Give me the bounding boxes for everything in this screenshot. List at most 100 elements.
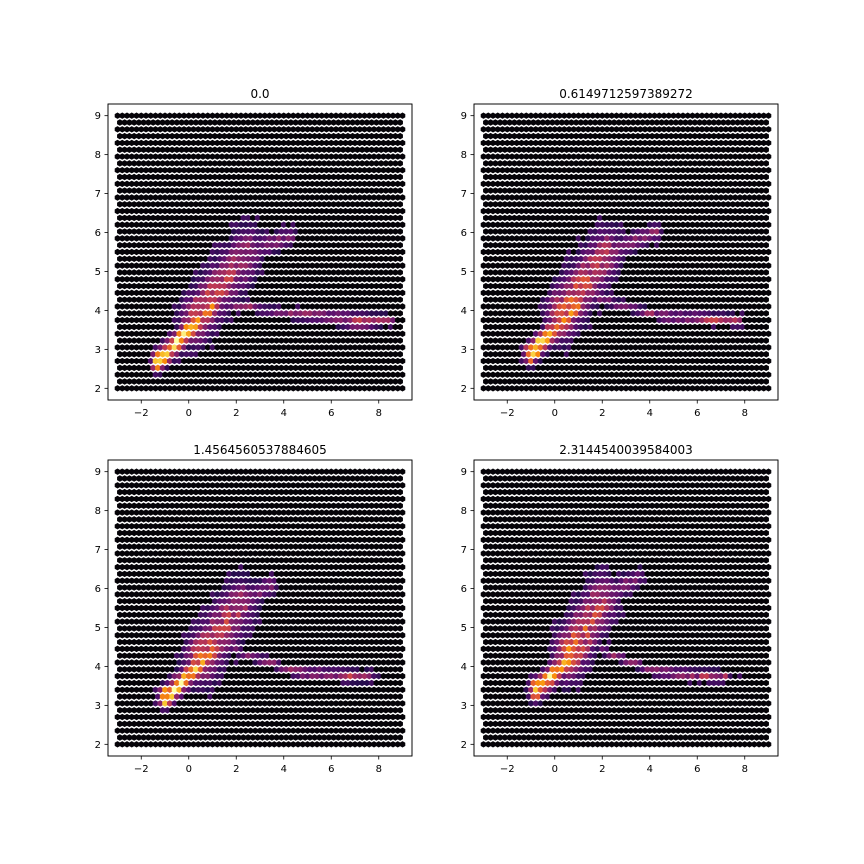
hexbin-cell bbox=[209, 248, 216, 256]
hexbin-cell bbox=[314, 303, 320, 310]
hexbin-cell bbox=[261, 303, 268, 310]
hexbin-cell bbox=[117, 378, 123, 385]
hexbin-cell bbox=[587, 201, 594, 208]
hexbin-cell bbox=[235, 282, 242, 290]
hexbin-cell bbox=[136, 269, 142, 276]
hexbin-cell bbox=[675, 194, 682, 201]
hexbin-cell bbox=[746, 139, 753, 147]
hexbin-cell bbox=[737, 153, 743, 160]
hexbin-cell bbox=[589, 303, 596, 310]
hexbin-cell bbox=[749, 160, 755, 167]
hexbin-cell bbox=[646, 248, 653, 256]
hexbin-cell bbox=[181, 371, 187, 378]
hexbin-cell bbox=[271, 316, 278, 324]
hexbin-cell bbox=[368, 269, 375, 276]
hexbin-cell bbox=[627, 207, 634, 215]
hexbin-cell bbox=[585, 180, 591, 188]
hexbin-cell bbox=[340, 241, 346, 249]
hexbin-cell bbox=[608, 126, 615, 133]
hexbin-cell bbox=[763, 214, 769, 222]
hexbin-cell bbox=[521, 255, 527, 263]
hexbin-cell bbox=[651, 180, 658, 188]
hexbin-cell bbox=[718, 344, 724, 351]
hexbin-cell bbox=[209, 112, 216, 119]
hexbin-cell bbox=[200, 385, 206, 392]
hexbin-cell bbox=[599, 316, 606, 324]
hexbin-cell bbox=[646, 289, 653, 297]
hexbin-cell bbox=[128, 385, 135, 392]
hexbin-cell bbox=[235, 132, 242, 140]
hexbin-cell bbox=[601, 351, 608, 358]
hexbin-cell bbox=[176, 289, 183, 297]
hexbin-cell bbox=[166, 371, 173, 378]
hexbin-cell bbox=[228, 207, 235, 215]
hexbin-cell bbox=[221, 351, 228, 358]
hexbin-cell bbox=[188, 119, 194, 126]
hexbin-cell bbox=[606, 296, 613, 303]
hexbin-cell bbox=[133, 126, 140, 133]
hexbin-cell bbox=[578, 228, 584, 235]
hexbin-cell bbox=[530, 255, 537, 263]
hexbin-cell bbox=[661, 289, 667, 297]
hexbin-cell bbox=[613, 126, 620, 133]
hexbin-cell bbox=[347, 235, 354, 242]
hexbin-cell bbox=[573, 364, 579, 372]
hexbin-cell bbox=[373, 269, 380, 276]
hexbin-cell bbox=[637, 126, 644, 133]
hexbin-cell bbox=[559, 310, 565, 317]
hexbin-cell bbox=[288, 323, 294, 331]
hexbin-cell bbox=[390, 221, 396, 228]
hexbin-cell bbox=[133, 235, 140, 242]
hexbin-cell bbox=[684, 371, 691, 378]
hexbin-cell bbox=[347, 262, 354, 269]
hexbin-cell bbox=[741, 385, 748, 392]
hexbin-cell bbox=[216, 132, 223, 140]
hexbin-cell bbox=[620, 337, 627, 344]
hexbin-cell bbox=[656, 180, 663, 188]
hexbin-cell bbox=[701, 351, 708, 358]
hexbin-cell bbox=[696, 323, 703, 331]
hexbin-cell bbox=[316, 119, 323, 126]
hexbin-cell bbox=[518, 316, 525, 324]
hexbin-cell bbox=[651, 316, 658, 324]
hexbin-cell bbox=[166, 139, 173, 147]
hexbin-cell bbox=[162, 316, 168, 324]
hexbin-cell bbox=[611, 269, 617, 276]
hexbin-cell bbox=[492, 241, 499, 249]
hexbin-cell bbox=[288, 378, 294, 385]
hexbin-cell bbox=[299, 248, 306, 256]
hexbin-cell bbox=[620, 351, 627, 358]
hexbin-cell bbox=[309, 289, 316, 297]
hexbin-cell bbox=[715, 364, 722, 372]
hexbin-cell bbox=[720, 201, 727, 208]
hexbin-cell bbox=[608, 153, 615, 160]
hexbin-cell bbox=[242, 316, 249, 324]
hexbin-cell bbox=[271, 207, 278, 215]
hexbin-cell bbox=[364, 296, 370, 303]
hexbin-cell bbox=[492, 269, 499, 276]
hexbin-cell bbox=[741, 316, 748, 324]
hexbin-cell bbox=[540, 173, 546, 181]
hexbin-cell bbox=[725, 201, 731, 208]
hexbin-cell bbox=[273, 146, 280, 153]
hexbin-cell bbox=[608, 330, 615, 338]
hexbin-cell bbox=[252, 385, 259, 392]
hexbin-cell bbox=[216, 160, 223, 167]
hexbin-cell bbox=[739, 187, 746, 194]
hexbin-cell bbox=[485, 126, 492, 133]
hexbin-cell bbox=[342, 139, 349, 147]
hexbin-cell bbox=[345, 214, 351, 222]
hexbin-cell bbox=[126, 201, 133, 208]
hexbin-cell bbox=[152, 112, 159, 119]
hexbin-cell bbox=[323, 344, 330, 351]
hexbin-cell bbox=[190, 316, 197, 324]
hexbin-cell bbox=[670, 194, 677, 201]
hexbin-cell bbox=[228, 330, 235, 338]
hexbin-cell bbox=[506, 187, 513, 194]
hexbin-cell bbox=[665, 221, 672, 228]
hexbin-cell bbox=[535, 201, 541, 208]
hexbin-cell bbox=[741, 153, 748, 160]
hexbin-cell bbox=[117, 160, 123, 167]
hexbin-cell bbox=[601, 119, 608, 126]
hexbin-cell bbox=[152, 180, 159, 188]
